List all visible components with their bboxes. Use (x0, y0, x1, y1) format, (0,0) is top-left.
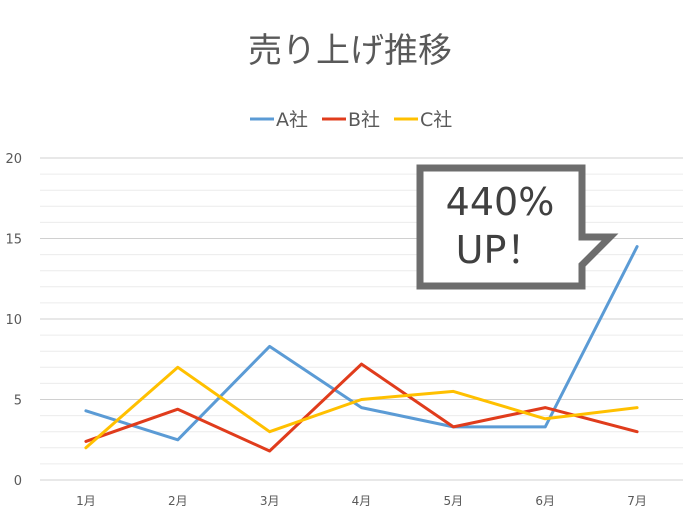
callout-text-line2: UP！ (456, 228, 545, 272)
series-line (84, 365, 639, 450)
legend-label: C社 (420, 109, 452, 131)
annotation-callout: 440% UP！ (416, 164, 619, 290)
y-tick-label: 5 (14, 394, 22, 409)
x-tick-label: 5月 (444, 494, 464, 508)
series-line (84, 245, 639, 442)
x-tick-label: 1月 (76, 494, 96, 508)
x-tick-label: 2月 (168, 494, 188, 508)
chart-title: 売り上げ推移 (248, 31, 452, 71)
x-tick-label: 4月 (352, 494, 372, 508)
gridlines (40, 157, 683, 481)
legend-label: B社 (348, 109, 380, 131)
y-tick-label: 10 (5, 313, 22, 328)
x-tick-label: 6月 (535, 494, 555, 508)
x-tick-label: 3月 (260, 494, 280, 508)
series-line (84, 362, 639, 453)
y-tick-label: 15 (5, 233, 22, 248)
x-axis-tick-labels: 1月 2月 3月 4月 5月 6月 7月 (76, 494, 647, 508)
legend-label: A社 (276, 109, 308, 131)
series-lines (84, 245, 639, 453)
y-axis-tick-labels: 0 5 10 15 20 (5, 152, 22, 489)
legend: A社 B社 C社 (250, 109, 452, 131)
x-tick-label: 7月 (627, 494, 647, 508)
callout-text-line1: 440% (446, 180, 555, 224)
y-tick-label: 20 (5, 152, 22, 167)
callout-bubble (416, 164, 619, 290)
y-tick-label: 0 (14, 474, 22, 489)
